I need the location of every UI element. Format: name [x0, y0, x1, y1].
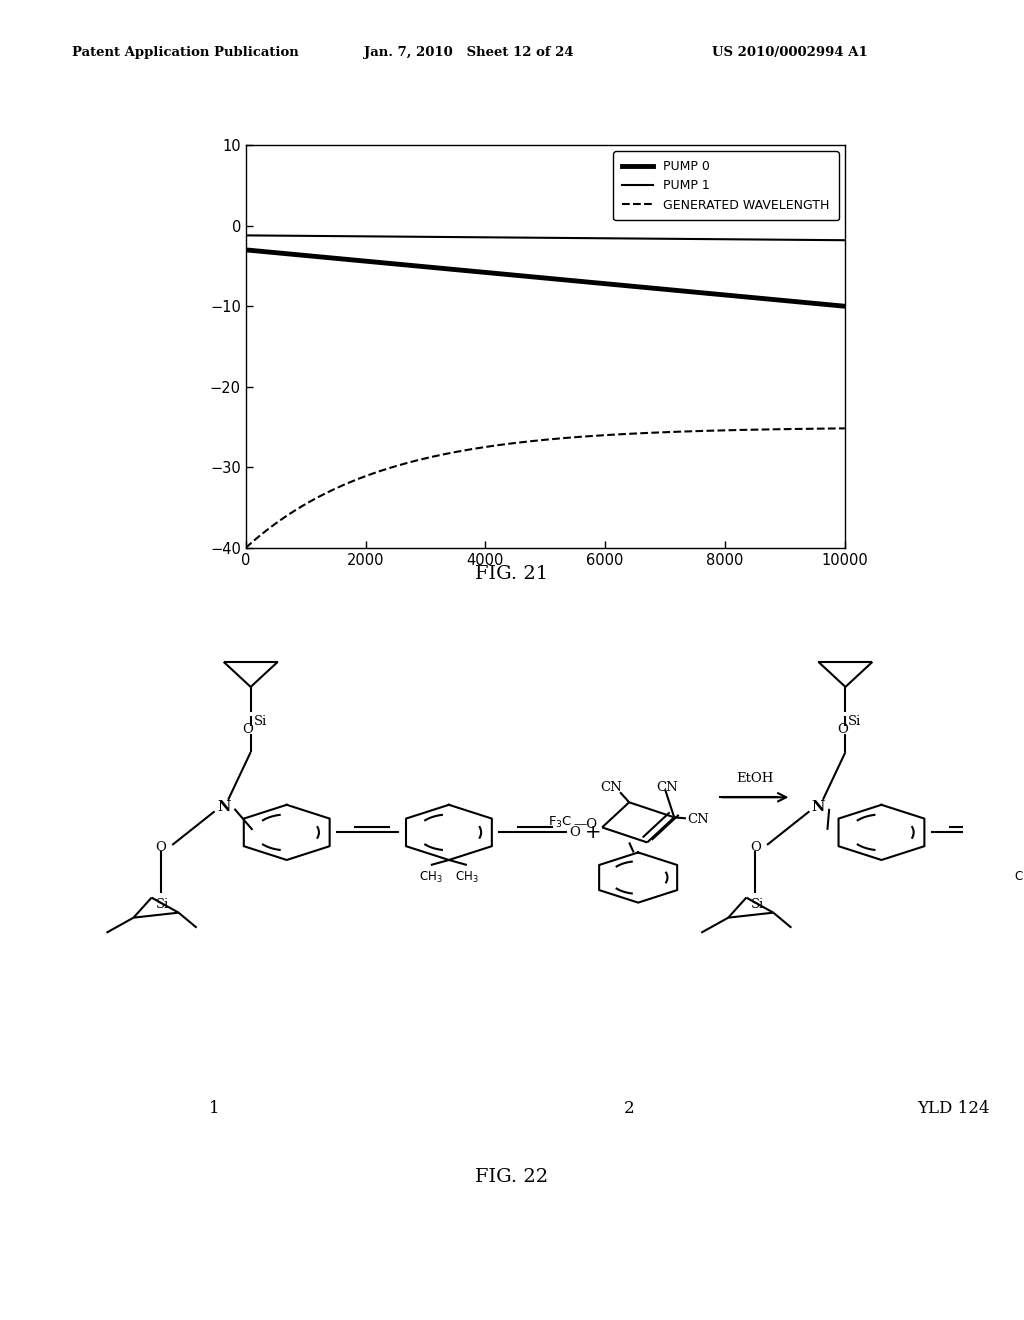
Text: 1: 1 [209, 1100, 220, 1117]
Text: YLD 124: YLD 124 [918, 1100, 990, 1117]
Text: N: N [812, 800, 825, 814]
Text: Patent Application Publication: Patent Application Publication [72, 46, 298, 59]
Text: Si: Si [156, 898, 169, 911]
Text: EtOH: EtOH [736, 772, 774, 784]
Text: O: O [155, 841, 166, 854]
Text: CN: CN [688, 813, 710, 826]
Text: O: O [569, 826, 581, 840]
Text: FIG. 21: FIG. 21 [475, 565, 549, 583]
Text: US 2010/0002994 A1: US 2010/0002994 A1 [712, 46, 867, 59]
Text: $\mathregular{CH_3}$: $\mathregular{CH_3}$ [419, 870, 442, 886]
Text: O: O [243, 723, 253, 737]
Text: —O: —O [573, 818, 598, 832]
Text: Si: Si [848, 714, 861, 727]
Text: $\mathregular{CH_3}$: $\mathregular{CH_3}$ [455, 870, 479, 886]
Text: $\mathregular{CH_3}$: $\mathregular{CH_3}$ [1014, 870, 1024, 886]
Text: O: O [750, 841, 761, 854]
Text: N: N [217, 800, 230, 814]
Text: Jan. 7, 2010   Sheet 12 of 24: Jan. 7, 2010 Sheet 12 of 24 [364, 46, 573, 59]
Text: FIG. 22: FIG. 22 [475, 1168, 549, 1187]
Text: O: O [838, 723, 848, 737]
Text: CN: CN [600, 780, 622, 793]
Text: Si: Si [253, 714, 266, 727]
Text: 2: 2 [624, 1100, 635, 1117]
Text: +: + [585, 822, 601, 842]
Legend: PUMP 0, PUMP 1, GENERATED WAVELENGTH: PUMP 0, PUMP 1, GENERATED WAVELENGTH [613, 152, 839, 220]
Text: Si: Si [751, 898, 764, 911]
Text: $\rm F_3C$: $\rm F_3C$ [548, 814, 572, 830]
Text: CN: CN [656, 780, 678, 793]
